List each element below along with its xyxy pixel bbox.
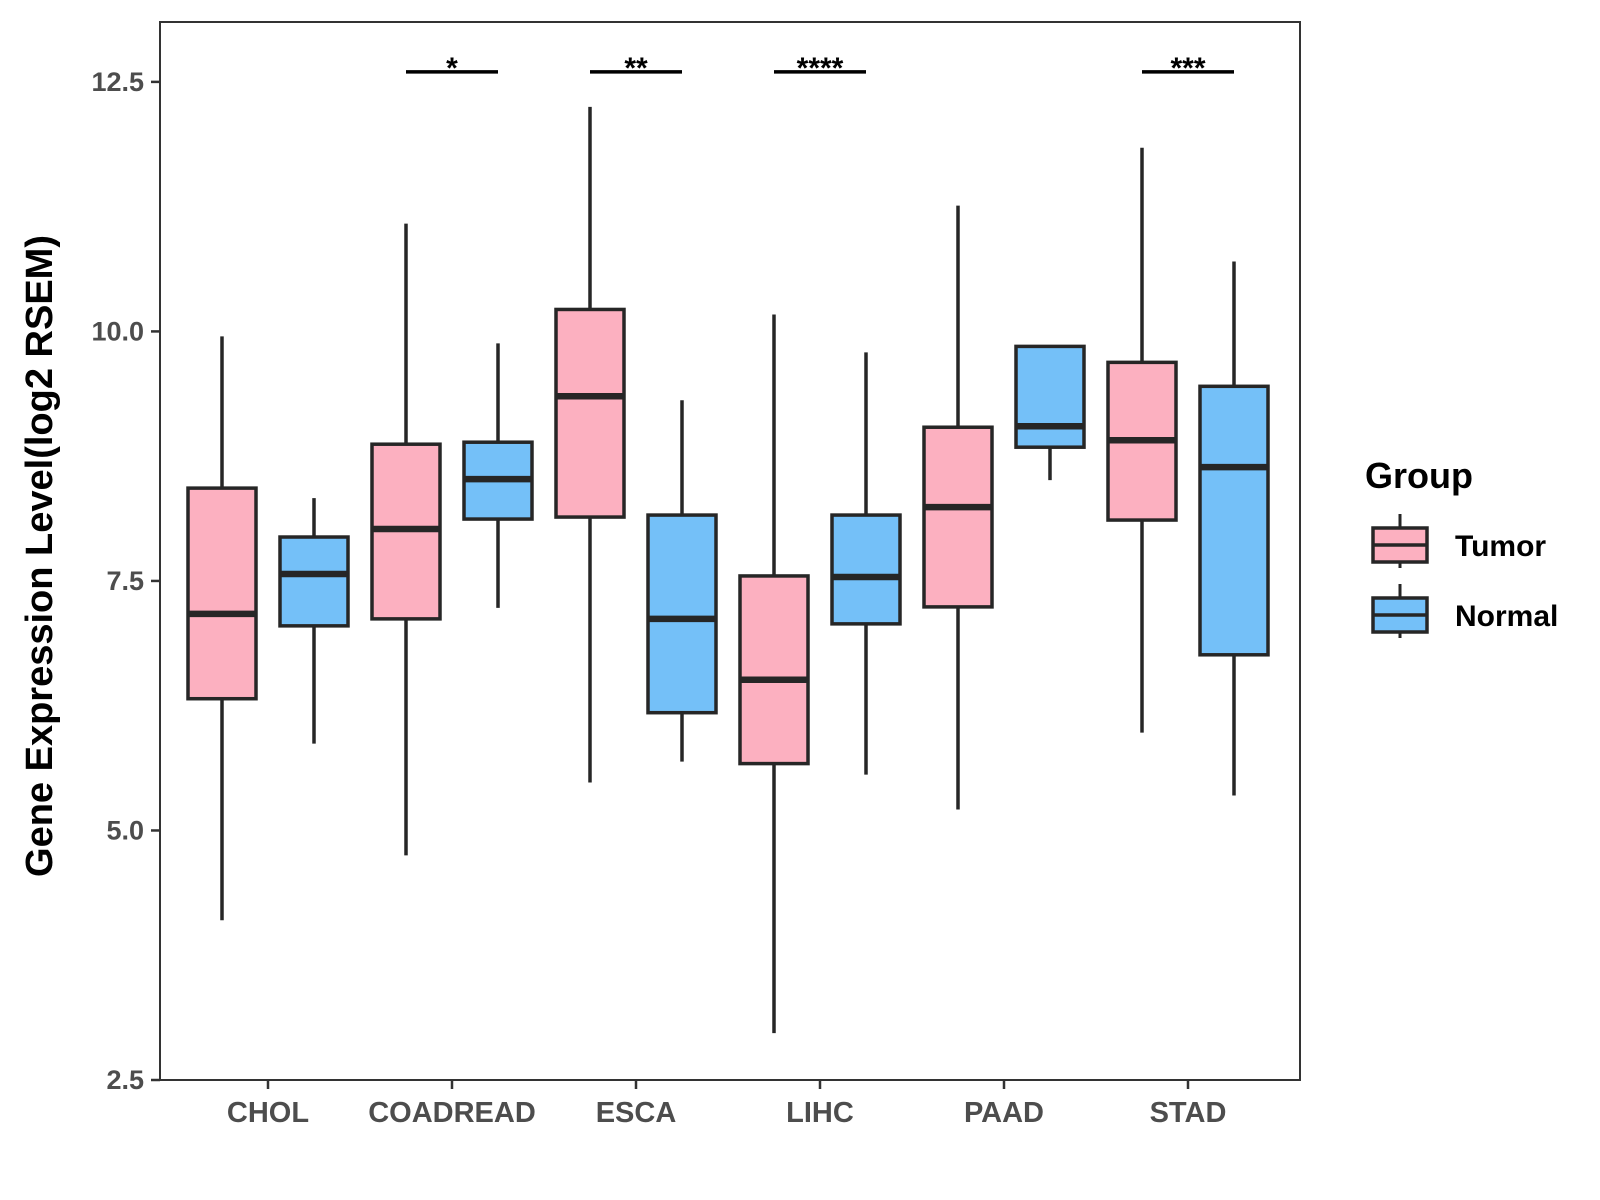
box-body <box>1198 384 1270 657</box>
significance-stad: *** <box>1142 52 1234 85</box>
legend-label: Tumor <box>1455 530 1546 563</box>
box-tumor-esca <box>554 106 626 783</box>
x-tick-label-stad: STAD <box>1150 1097 1227 1129</box>
significance-esca: ** <box>590 52 682 85</box>
box-normal-lihc <box>830 352 902 775</box>
box-tumor-lihc <box>738 314 810 1034</box>
box-body <box>1014 344 1086 449</box>
box-normal-esca <box>646 400 718 762</box>
box-tumor-coadread <box>370 223 442 856</box>
significance-label: **** <box>797 52 844 85</box>
significance-label: * <box>446 52 458 85</box>
significance-label: ** <box>624 52 648 85</box>
box-body <box>830 513 902 626</box>
panel-border <box>159 21 1301 1081</box>
x-tick-label-esca: ESCA <box>596 1097 677 1129</box>
y-tick-label: 5.0 <box>106 815 144 845</box>
y-tick-label: 7.5 <box>106 566 144 596</box>
legend-label: Normal <box>1455 600 1558 633</box>
x-tick-label-paad: PAAD <box>964 1097 1044 1129</box>
box-tumor-stad <box>1106 147 1178 733</box>
plot-area: * ** **** *** <box>186 52 1270 1034</box>
box-body <box>922 425 994 609</box>
box-normal-stad <box>1198 261 1270 796</box>
y-tick-label: 10.0 <box>91 316 144 346</box>
legend: Group Tumor Normal <box>1365 455 1558 638</box>
y-tick-label: 2.5 <box>106 1065 144 1095</box>
legend-item-normal: Normal <box>1371 584 1558 638</box>
y-tick-label: 12.5 <box>91 67 144 97</box>
significance-lihc: **** <box>774 52 866 85</box>
box-tumor-paad <box>922 205 994 810</box>
x-tick-label-chol: CHOL <box>227 1097 309 1129</box>
x-tick-label-lihc: LIHC <box>786 1097 854 1129</box>
legend-item-tumor: Tumor <box>1371 514 1546 568</box>
y-axis-title: Gene Expression Level(log2 RSEM) <box>19 235 61 877</box>
box-normal-coadread <box>462 343 534 608</box>
significance-label: *** <box>1170 52 1205 85</box>
axes: 2.5 5.0 7.5 10.0 12.5 CHOL COADREAD ESCA LIHC PAA… <box>91 21 1301 1129</box>
box-tumor-chol <box>186 336 258 921</box>
x-tick-label-coadread: COADREAD <box>368 1097 536 1129</box>
box-normal-paad <box>1014 344 1086 481</box>
box-body <box>738 574 810 766</box>
box-body <box>186 486 258 701</box>
box-body <box>278 535 350 628</box>
box-body <box>646 513 718 715</box>
box-body <box>554 307 626 519</box>
legend-title: Group <box>1365 455 1473 496</box>
box-normal-chol <box>278 498 350 744</box>
significance-coadread: * <box>406 52 498 85</box>
